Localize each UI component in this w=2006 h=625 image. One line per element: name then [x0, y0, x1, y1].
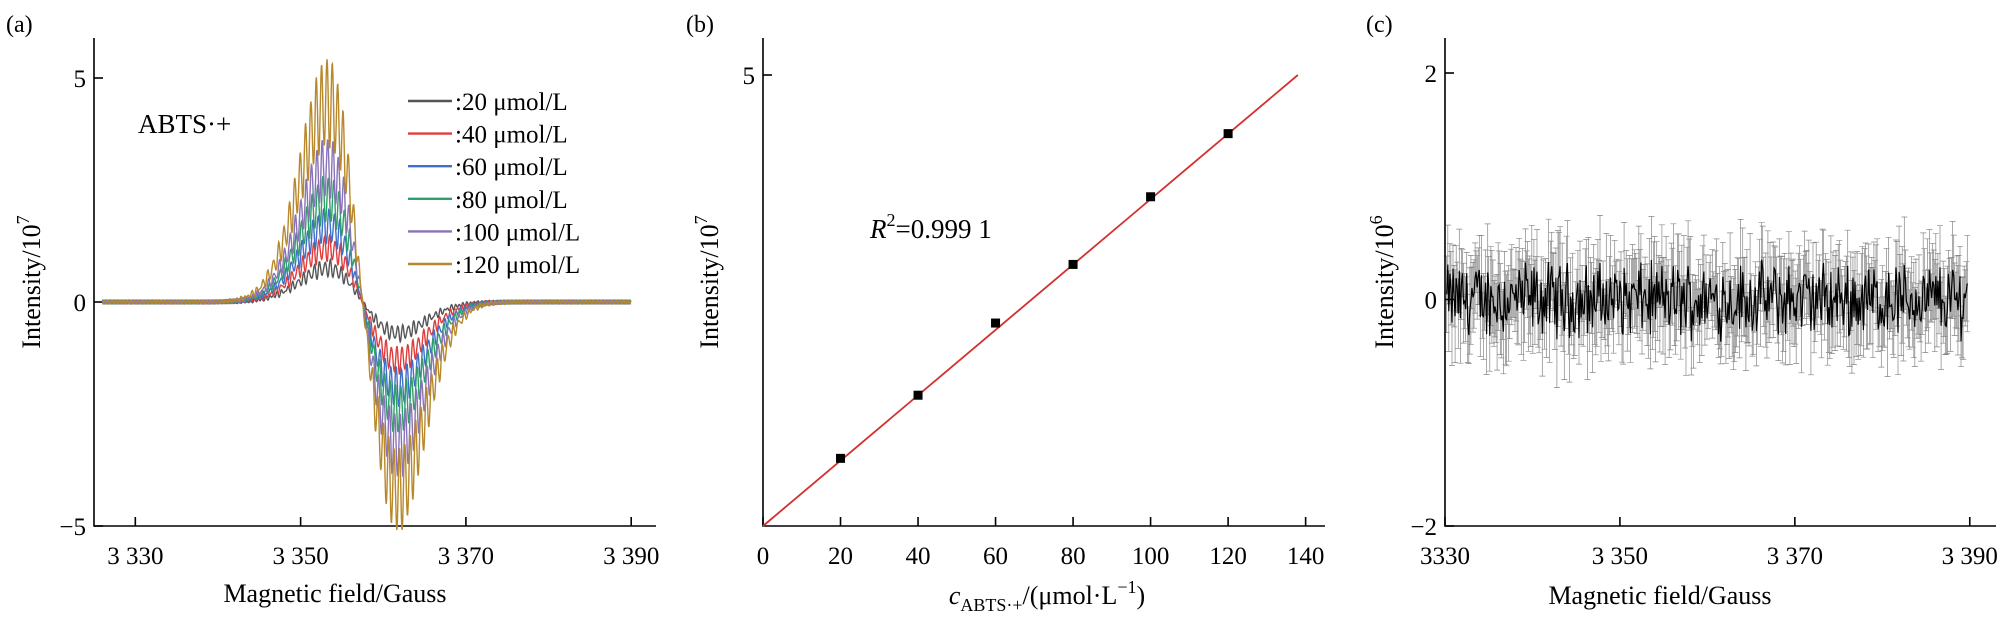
panel-c-xtick-label: 3 390 [1942, 543, 1998, 570]
panel-c-ytick-label: −2 [1410, 514, 1437, 541]
panel-b-xtick-label: 40 [906, 543, 931, 570]
panel-b-xtick-label: 140 [1287, 543, 1325, 570]
panel-a-ylabel: Intensity/107 [13, 215, 46, 348]
noise-signal-line [1446, 259, 1968, 342]
panel-b-xtick-label: 0 [757, 543, 770, 570]
panel-a: 3 330 3 350 3 370 3 390 −5 0 5 ABTS·+ :20 μmo… [13, 38, 659, 608]
spectrum-line [102, 59, 632, 530]
panel-a-ytick-label: −5 [59, 514, 86, 541]
panel-b-axes [762, 38, 1325, 527]
legend-label: :60 μmol/L [455, 154, 568, 181]
panel-label-c: (c) [1366, 12, 1393, 38]
panel-c-ytick-label: 2 [1425, 61, 1438, 88]
legend-label: :40 μmol/L [455, 122, 568, 149]
legend-label: :80 μmol/L [455, 187, 568, 214]
panel-b-xtick-label: 60 [983, 543, 1008, 570]
panel-a-xtick-label: 3 390 [603, 543, 659, 570]
panel-label-a: (a) [6, 12, 33, 38]
panel-c-xtick-label: 3330 [1420, 543, 1470, 570]
panel-b-xtick-label: 20 [828, 543, 853, 570]
panel-a-xlabel: Magnetic field/Gauss [223, 579, 446, 608]
panel-b-xtick-label: 100 [1132, 543, 1170, 570]
panel-a-legend: :20 μmol/L :40 μmol/L :60 μmol/L :80 μmol/L… [408, 89, 580, 279]
panel-label-b: (b) [686, 12, 714, 38]
fit-line [762, 74, 1299, 527]
panel-c-ytick-label: 0 [1425, 288, 1438, 315]
panel-a-annotation: ABTS·+ [138, 109, 231, 139]
legend-label: :120 μmol/L [455, 252, 580, 279]
panel-a-ytick-label: 5 [74, 66, 87, 93]
data-point [1068, 259, 1078, 269]
panel-c-xtick-label: 3 370 [1767, 543, 1823, 570]
panel-a-xtick-label: 3 330 [107, 543, 163, 570]
panel-c-xtick-label: 3 350 [1592, 543, 1648, 570]
panel-a-ytick-label: 0 [74, 290, 87, 317]
panel-c: 3330 3 350 3 370 3 390 −2 0 2 Magnetic field/… [1366, 38, 1998, 610]
legend-label: :20 μmol/L [455, 89, 568, 116]
panel-b-ylabel: Intensity/107 [691, 215, 724, 348]
data-point [1223, 129, 1233, 139]
panel-a-xtick-label: 3 350 [272, 543, 328, 570]
data-point [1146, 192, 1156, 202]
panel-c-ylabel: Intensity/106 [1366, 215, 1399, 348]
data-point [836, 453, 846, 463]
panel-b-xtick-label: 80 [1061, 543, 1086, 570]
r-squared-annotation: R2=0.999 1 [869, 210, 992, 244]
panel-b: 0 20 40 60 80 100 120 140 5 R2=0.999 1 cABTS·+/… [691, 38, 1325, 615]
data-point [991, 318, 1001, 328]
panel-b-xtick-label: 120 [1209, 543, 1247, 570]
panel-b-xlabel: cABTS·+/(μmol·L−1) [949, 577, 1145, 615]
data-point [913, 390, 923, 400]
legend-label: :100 μmol/L [455, 219, 580, 246]
panel-a-xtick-label: 3 370 [438, 543, 494, 570]
panel-c-xlabel: Magnetic field/Gauss [1548, 581, 1771, 610]
panel-b-ytick-label: 5 [743, 63, 756, 90]
